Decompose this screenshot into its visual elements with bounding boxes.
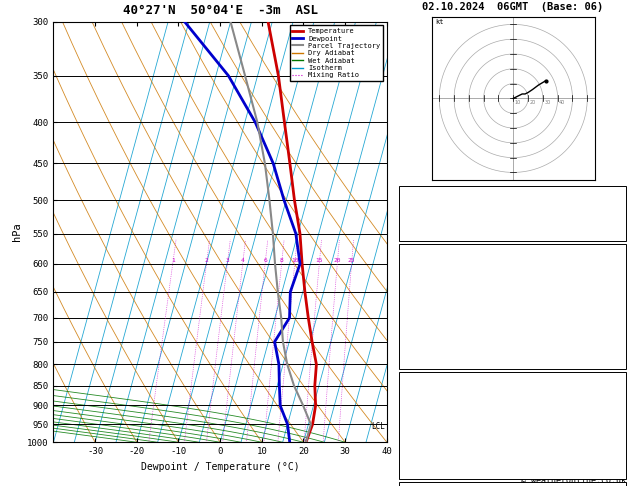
Text: Pressure (mb): Pressure (mb) [402, 392, 470, 400]
Text: 20: 20 [530, 100, 536, 105]
Text: 20: 20 [333, 258, 341, 262]
Text: -0: -0 [613, 429, 623, 437]
Text: 20.6: 20.6 [603, 263, 623, 272]
Text: 15: 15 [316, 258, 323, 262]
Text: 6: 6 [263, 258, 267, 262]
Text: Lifted Index: Lifted Index [402, 429, 465, 437]
X-axis label: Dewpoint / Temperature (°C): Dewpoint / Temperature (°C) [141, 462, 299, 472]
Text: kt: kt [435, 19, 443, 25]
Text: 16.7: 16.7 [603, 282, 623, 291]
Text: Surface: Surface [494, 247, 532, 256]
Text: 4: 4 [241, 258, 245, 262]
Text: 750: 750 [608, 392, 623, 400]
Text: Lifted Index: Lifted Index [402, 319, 465, 328]
Text: 30: 30 [544, 100, 550, 105]
Text: CAPE (J): CAPE (J) [402, 337, 444, 346]
Text: 1: 1 [171, 258, 175, 262]
Text: ≡: ≡ [408, 437, 419, 448]
Text: 22: 22 [613, 466, 623, 474]
Text: 398: 398 [608, 356, 623, 364]
Text: 0: 0 [618, 319, 623, 328]
Text: θᴇ (K): θᴇ (K) [402, 410, 433, 419]
Text: PW (cm): PW (cm) [402, 227, 438, 236]
Text: LCL: LCL [371, 422, 385, 431]
Text: 8: 8 [280, 258, 284, 262]
Text: 3.15: 3.15 [603, 227, 623, 236]
Text: CIN (J): CIN (J) [402, 356, 438, 364]
Text: © weatheronline.co.uk: © weatheronline.co.uk [521, 476, 626, 485]
Text: 41: 41 [613, 337, 623, 346]
Text: 10: 10 [515, 100, 521, 105]
Text: Most Unstable: Most Unstable [477, 375, 548, 384]
Text: K: K [402, 191, 407, 199]
Text: Temp (°C): Temp (°C) [402, 263, 449, 272]
Text: 24: 24 [613, 191, 623, 199]
Text: 2: 2 [204, 258, 208, 262]
Text: 02.10.2024  06GMT  (Base: 06): 02.10.2024 06GMT (Base: 06) [422, 2, 603, 12]
Text: 72: 72 [613, 447, 623, 456]
Text: θᴇ(K): θᴇ(K) [402, 300, 428, 309]
Text: Hodograph: Hodograph [489, 485, 537, 486]
Text: CAPE (J): CAPE (J) [402, 447, 444, 456]
Text: CIN (J): CIN (J) [402, 466, 438, 474]
Y-axis label: hPa: hPa [11, 223, 21, 242]
Legend: Temperature, Dewpoint, Parcel Trajectory, Dry Adiabat, Wet Adiabat, Isotherm, Mi: Temperature, Dewpoint, Parcel Trajectory… [289, 25, 383, 81]
Text: 40°27'N  50°04'E  -3m  ASL: 40°27'N 50°04'E -3m ASL [123, 4, 318, 17]
Text: 327: 327 [608, 410, 623, 419]
Text: 25: 25 [348, 258, 355, 262]
Text: Totals Totals: Totals Totals [402, 209, 470, 218]
Text: 10: 10 [291, 258, 298, 262]
Text: 45: 45 [613, 209, 623, 218]
Text: 3: 3 [225, 258, 229, 262]
Text: 326: 326 [608, 300, 623, 309]
Text: Dewp (°C): Dewp (°C) [402, 282, 449, 291]
Text: 40: 40 [559, 100, 565, 105]
